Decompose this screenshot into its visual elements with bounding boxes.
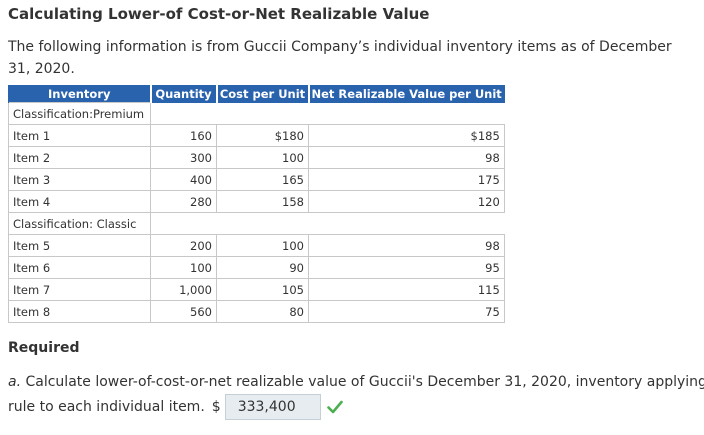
required-heading: Required	[8, 340, 80, 356]
item-name: Item 4	[8, 190, 151, 213]
answer-input[interactable]: 333,400	[224, 394, 321, 420]
quantity-cell: 1,000	[150, 278, 217, 301]
quantity-cell: 280	[150, 190, 217, 213]
table-row: Item 2 300 100 98	[8, 146, 505, 169]
cost-cell: 158	[216, 190, 309, 213]
table-row: Item 5 200 100 98	[8, 234, 505, 257]
table-row: Item 7 1,000 105 115	[8, 278, 505, 301]
cost-cell: $180	[216, 124, 309, 147]
nrv-cell: 98	[308, 146, 505, 169]
question-text: a. Calculate lower-of-cost-or-net realiz…	[8, 368, 704, 396]
item-name: Item 7	[8, 278, 151, 301]
quantity-cell: 560	[150, 300, 217, 323]
nrv-cell: $185	[308, 124, 505, 147]
table-row: Item 4 280 158 120	[8, 190, 505, 213]
header-inventory: Inventory	[8, 85, 152, 103]
table-row: Item 8 560 80 75	[8, 300, 505, 323]
quantity-cell: 160	[150, 124, 217, 147]
nrv-cell: 175	[308, 168, 505, 191]
check-icon	[326, 400, 343, 414]
section-label: Classification: Classic	[8, 212, 151, 235]
nrv-cell: 95	[308, 256, 505, 279]
header-nrv-per-unit: Net Realizable Value per Unit	[308, 85, 505, 103]
header-cost-per-unit: Cost per Unit	[216, 85, 310, 103]
item-name: Item 1	[8, 124, 151, 147]
quantity-cell: 100	[150, 256, 217, 279]
page-title: Calculating Lower-of Cost-or-Net Realiza…	[8, 5, 430, 23]
intro-text: The following information is from Guccii…	[8, 39, 672, 77]
table-header-row: Inventory Quantity Cost per Unit Net Rea…	[8, 85, 505, 103]
quantity-cell: 300	[150, 146, 217, 169]
cost-cell: 100	[216, 234, 309, 257]
table-row: Item 6 100 90 95	[8, 256, 505, 279]
quantity-cell: 200	[150, 234, 217, 257]
question-line-1: Calculate lower-of-cost-or-net realizabl…	[25, 374, 704, 390]
nrv-cell: 98	[308, 234, 505, 257]
item-name: Item 8	[8, 300, 151, 323]
cost-cell: 80	[216, 300, 309, 323]
table-row: Item 3 400 165 175	[8, 168, 505, 191]
inventory-table: Inventory Quantity Cost per Unit Net Rea…	[8, 85, 505, 323]
item-name: Item 3	[8, 168, 151, 191]
question-line-2: rule to each individual item.	[8, 399, 205, 415]
answer-row: rule to each individual item. $ 333,400	[8, 394, 343, 420]
nrv-cell: 75	[308, 300, 505, 323]
cost-cell: 100	[216, 146, 309, 169]
nrv-cell: 120	[308, 190, 505, 213]
cost-cell: 105	[216, 278, 309, 301]
section-row-classic: Classification: Classic	[8, 212, 505, 235]
quantity-cell: 400	[150, 168, 217, 191]
nrv-cell: 115	[308, 278, 505, 301]
question-letter: a.	[8, 374, 22, 390]
item-name: Item 2	[8, 146, 151, 169]
item-name: Item 5	[8, 234, 151, 257]
cost-cell: 165	[216, 168, 309, 191]
section-row-premium: Classification:Premium	[8, 102, 505, 125]
header-quantity: Quantity	[150, 85, 218, 103]
item-name: Item 6	[8, 256, 151, 279]
section-label: Classification:Premium	[8, 102, 151, 125]
table-row: Item 1 160 $180 $185	[8, 124, 505, 147]
currency-symbol: $	[211, 399, 221, 415]
cost-cell: 90	[216, 256, 309, 279]
